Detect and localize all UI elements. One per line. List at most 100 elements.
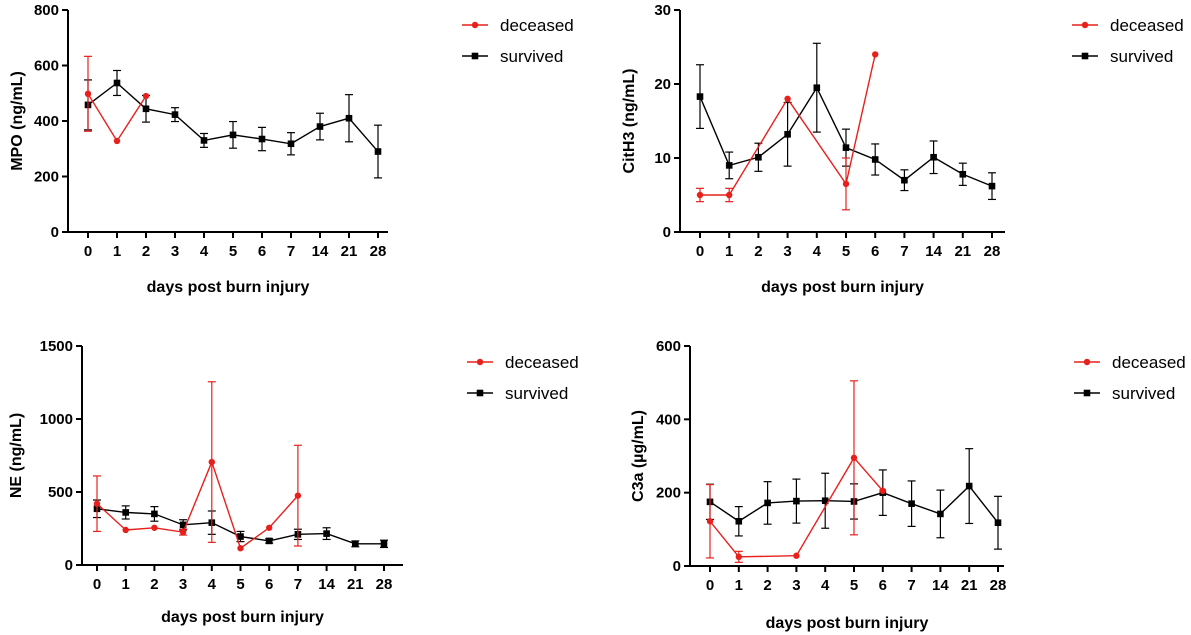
- y-tick-label: 1500: [40, 338, 73, 355]
- legend-label-survived: survived: [1112, 384, 1175, 403]
- y-tick-label: 30: [654, 2, 671, 19]
- y-axis-title: CitH3 (ng/mL): [621, 69, 638, 174]
- x-tick-label: 4: [813, 243, 822, 260]
- x-axis-title: days post burn injury: [766, 615, 929, 632]
- x-tick-label: 2: [754, 243, 762, 260]
- x-tick-label: 28: [376, 576, 393, 593]
- y-tick-label: 0: [65, 557, 73, 574]
- x-tick-label: 3: [792, 577, 800, 594]
- data-point-deceased: [696, 191, 704, 199]
- chart-panel-2: 0 10 20 30 0 1 2 3 4 5 6 7 14 21 28 days post burn inju…: [621, 2, 1184, 296]
- data-point-survived: [316, 123, 324, 130]
- x-tick-label: 6: [871, 243, 879, 260]
- legend-marker-survived: [476, 389, 484, 397]
- data-point-survived: [374, 148, 382, 155]
- y-axis-title: C3a (µg/mL): [630, 410, 647, 502]
- x-tick-label: 4: [821, 577, 830, 594]
- x-tick-label: 1: [735, 577, 743, 594]
- data-point-deceased: [151, 524, 158, 531]
- data-point-survived: [793, 497, 800, 505]
- data-point-deceased: [294, 492, 302, 499]
- x-tick-label: 2: [142, 243, 150, 260]
- data-point-survived: [755, 153, 762, 161]
- legend: deceased survived: [467, 353, 579, 403]
- x-tick-label: 6: [258, 243, 266, 260]
- series-survived: [84, 69, 382, 179]
- data-point-deceased: [735, 553, 742, 561]
- x-tick-label: 21: [341, 243, 358, 260]
- x-tick-label: 7: [900, 243, 908, 260]
- y-tick-label: 0: [51, 224, 59, 241]
- data-point-survived: [994, 519, 1002, 527]
- x-tick-label: 4: [200, 243, 209, 260]
- x-tick-label: 2: [763, 577, 771, 594]
- x-tick-label: 4: [208, 576, 217, 593]
- legend-marker-survived: [1081, 52, 1089, 60]
- data-point-survived: [764, 499, 771, 507]
- x-tick-label: 21: [347, 576, 364, 593]
- data-point-deceased: [879, 487, 886, 495]
- legend-label-survived: survived: [500, 47, 563, 66]
- series-deceased: [84, 55, 150, 145]
- legend-label-deceased: deceased: [1110, 16, 1184, 35]
- data-point-deceased: [706, 518, 714, 525]
- x-axis-title: days post burn injury: [761, 279, 924, 296]
- x-tick-label: 14: [318, 576, 335, 593]
- y-tick-label: 0: [663, 224, 671, 241]
- y-tick-label: 500: [48, 484, 73, 501]
- series-survived: [93, 499, 388, 549]
- chart-panel-1: 0 200 400 600 800 0 1 2 3 4 5 6 7 14 21 28 days post bur…: [9, 2, 574, 296]
- series-line-deceased: [96, 460, 299, 550]
- data-point-survived: [237, 533, 244, 540]
- x-tick-label: 21: [954, 243, 971, 260]
- data-point-survived: [229, 131, 237, 139]
- data-point-deceased: [784, 95, 791, 103]
- x-tick-label: 2: [150, 576, 158, 593]
- x-axis-title: days post burn injury: [147, 279, 310, 296]
- x-tick-label: 3: [179, 576, 187, 593]
- data-point-survived: [784, 131, 791, 138]
- data-point-deceased: [793, 552, 800, 559]
- data-point-deceased: [122, 526, 129, 534]
- legend: deceased survived: [1072, 16, 1184, 66]
- x-tick-label: 0: [93, 576, 101, 593]
- x-tick-label: 5: [229, 243, 237, 260]
- data-point-survived: [930, 153, 937, 161]
- y-tick-label: 0: [673, 558, 681, 575]
- data-point-survived: [735, 517, 743, 525]
- x-tick-label: 3: [171, 243, 179, 260]
- legend-marker-deceased: [1083, 358, 1091, 366]
- data-point-survived: [151, 510, 158, 518]
- series-deceased: [93, 381, 302, 552]
- data-point-survived: [113, 79, 121, 87]
- data-point-survived: [345, 114, 353, 122]
- x-tick-label: 7: [907, 577, 915, 594]
- x-tick-label: 28: [370, 243, 387, 260]
- x-tick-label: 7: [287, 243, 295, 260]
- data-point-survived: [265, 537, 273, 545]
- data-point-deceased: [93, 500, 101, 507]
- x-tick-label: 14: [925, 243, 942, 260]
- data-point-deceased: [208, 458, 215, 466]
- data-point-survived: [200, 137, 208, 144]
- data-point-survived: [142, 105, 150, 113]
- data-point-survived: [179, 521, 187, 529]
- data-point-survived: [901, 176, 908, 184]
- y-tick-label: 600: [34, 58, 59, 75]
- x-tick-label: 28: [984, 243, 1001, 260]
- series-deceased: [706, 380, 886, 563]
- legend-marker-deceased: [1081, 21, 1089, 29]
- data-point-deceased: [84, 90, 92, 98]
- x-tick-label: 1: [122, 576, 130, 593]
- data-point-deceased: [266, 524, 273, 531]
- legend-marker-survived: [1083, 389, 1091, 397]
- x-tick-label: 6: [265, 576, 273, 593]
- data-point-deceased: [850, 454, 858, 462]
- legend-marker-deceased: [476, 358, 484, 366]
- data-point-survived: [725, 162, 733, 169]
- y-tick-label: 10: [654, 150, 671, 167]
- x-tick-label: 1: [113, 243, 121, 260]
- legend: deceased survived: [462, 16, 574, 66]
- data-point-survived: [380, 540, 388, 548]
